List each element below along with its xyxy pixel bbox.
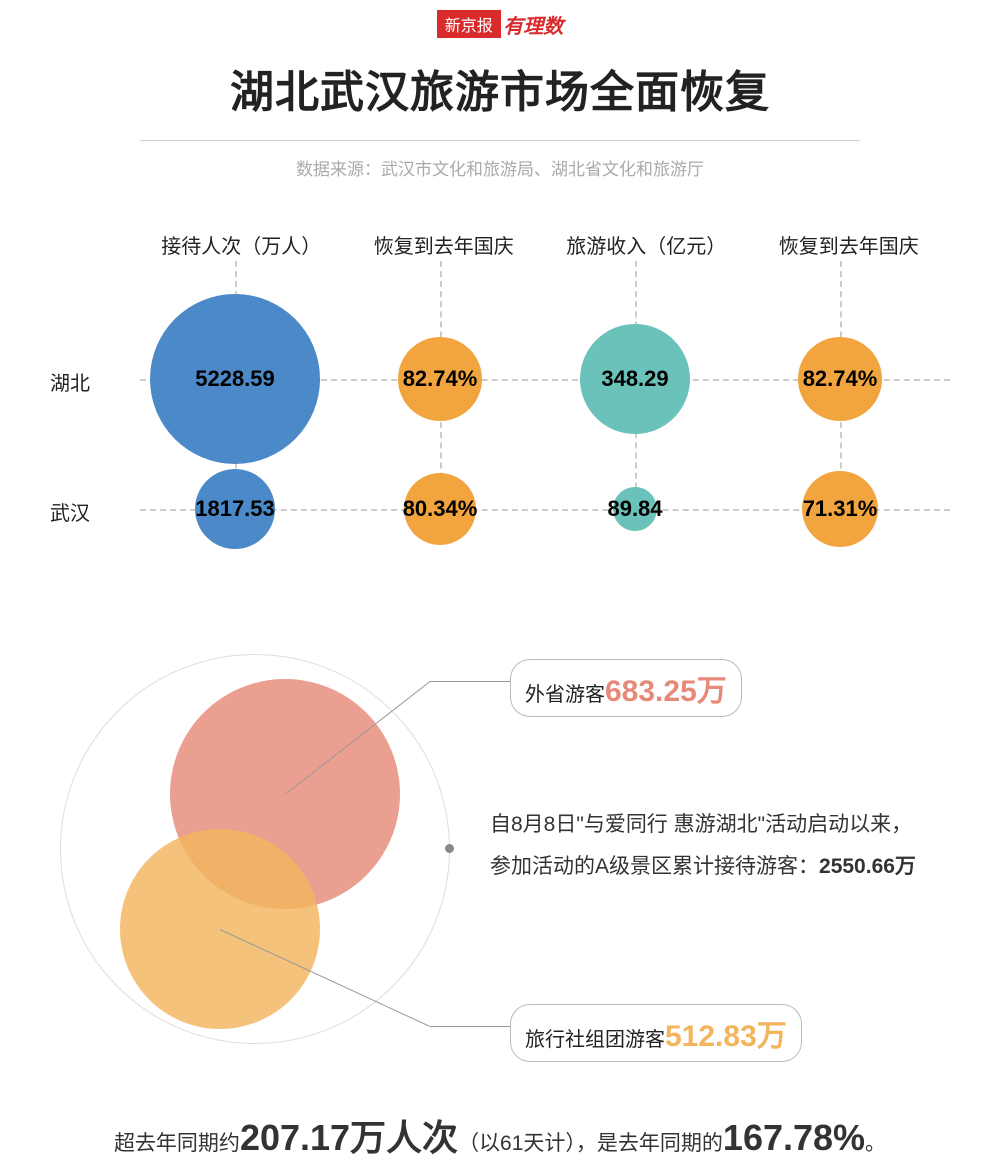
- bubble-value: 80.34%: [403, 496, 478, 522]
- bubble-value: 348.29: [601, 366, 668, 392]
- footer-big2: 167.78%: [723, 1117, 865, 1158]
- footer-big1: 207.17万人次: [240, 1117, 458, 1158]
- footer-t2: （以61天计），是去年同期的: [458, 1132, 723, 1155]
- bubble-value: 5228.59: [195, 366, 275, 392]
- row-label: 武汉: [50, 497, 90, 526]
- brand-script: 有理数: [503, 10, 563, 39]
- data-source: 数据来源：武汉市文化和旅游局、湖北省文化和旅游厅: [0, 155, 1000, 180]
- title-divider: [140, 140, 860, 141]
- bubble-value: 89.84: [607, 496, 662, 522]
- column-header: 接待人次（万人）: [140, 230, 343, 259]
- callout-label: 旅行社组团游客: [525, 1029, 665, 1051]
- column-header: 恢复到去年国庆: [343, 230, 546, 259]
- column-header: 恢复到去年国庆: [748, 230, 951, 259]
- column-header: 旅游收入（亿元）: [545, 230, 748, 259]
- leader-line: [430, 681, 510, 682]
- bubble-rows: 湖北武汉5228.5982.74%348.2982.74%1817.5380.3…: [120, 279, 950, 559]
- leader-dot: [445, 844, 454, 853]
- callout-value: 512.83万: [665, 1020, 787, 1053]
- footer-t3: 。: [865, 1132, 886, 1155]
- callout-value: 683.25万: [605, 675, 727, 708]
- row-label: 湖北: [50, 367, 90, 396]
- footer-text: 超去年同期约207.17万人次（以61天计），是去年同期的167.78%。: [0, 1109, 1000, 1161]
- leader-line: [430, 1026, 510, 1027]
- callout-box: 外省游客683.25万: [510, 659, 742, 717]
- venn-description: 自8月8日"与爱同行 惠游湖北"活动启动以来，参加活动的A级景区累计接待游客：2…: [490, 804, 916, 888]
- desc-line: 参加活动的A级景区累计接待游客：2550.66万: [490, 846, 916, 888]
- bubble-value: 82.74%: [403, 366, 478, 392]
- bubble-value: 82.74%: [803, 366, 878, 392]
- desc-line: 自8月8日"与爱同行 惠游湖北"活动启动以来，: [490, 804, 916, 846]
- callout-label: 外省游客: [525, 684, 605, 706]
- venn-diagram: 外省游客683.25万旅行社组团游客512.83万 自8月8日"与爱同行 惠游湖北…: [50, 639, 950, 1059]
- footer-t1: 超去年同期约: [114, 1132, 240, 1155]
- brand-header: 新京报 有理数: [0, 0, 1000, 38]
- bubble-value: 71.31%: [803, 496, 878, 522]
- bubble-value: 1817.53: [195, 496, 275, 522]
- page-title: 湖北武汉旅游市场全面恢复: [0, 56, 1000, 120]
- column-headers: 接待人次（万人）恢复到去年国庆旅游收入（亿元）恢复到去年国庆: [140, 230, 950, 259]
- callout-box: 旅行社组团游客512.83万: [510, 1004, 802, 1062]
- bubble-chart: 接待人次（万人）恢复到去年国庆旅游收入（亿元）恢复到去年国庆 湖北武汉5228.…: [50, 230, 950, 559]
- brand-box: 新京报: [437, 10, 501, 38]
